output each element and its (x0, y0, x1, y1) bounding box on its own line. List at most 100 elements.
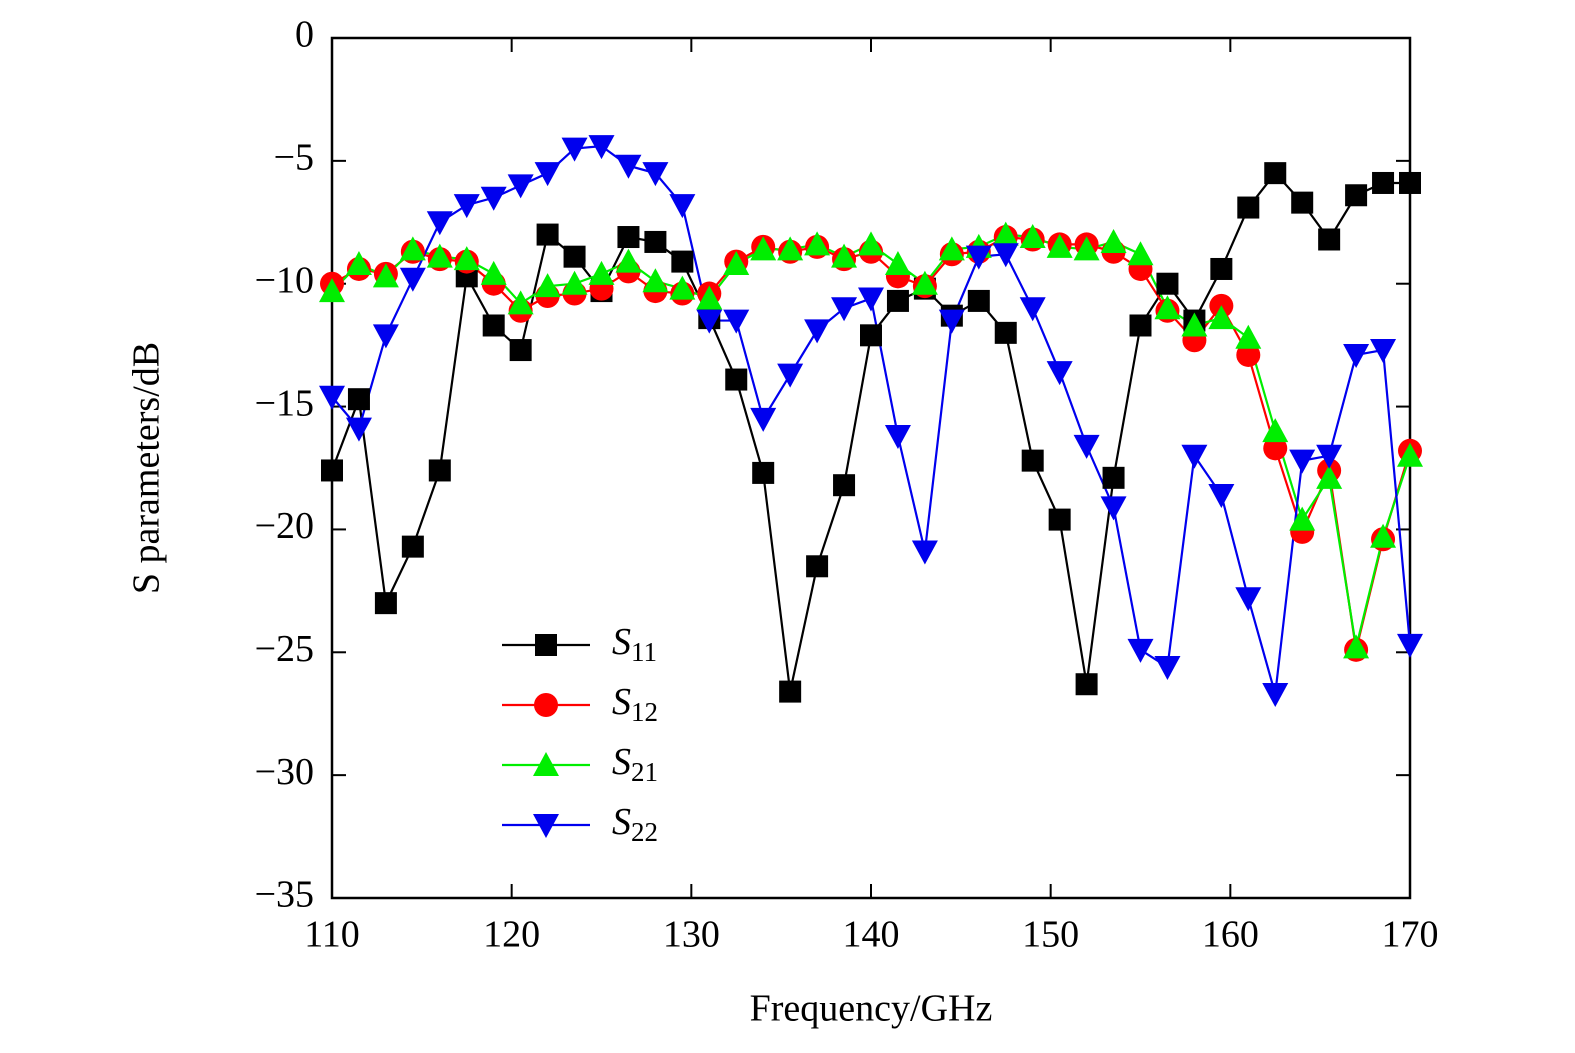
marker (884, 425, 911, 450)
marker (1154, 295, 1181, 320)
marker (347, 388, 370, 411)
marker (1397, 633, 1423, 658)
marker (779, 680, 802, 703)
marker (1318, 228, 1341, 251)
marker (536, 223, 559, 246)
marker (1291, 191, 1314, 214)
plot-frame (330, 36, 1412, 900)
marker (1102, 466, 1125, 489)
marker (426, 211, 453, 236)
marker (669, 275, 696, 300)
marker (967, 289, 990, 312)
marker (617, 226, 640, 249)
marker (1075, 673, 1098, 696)
x-tick-label: 140 (843, 914, 900, 956)
marker (992, 243, 1019, 268)
legend-marker (535, 634, 557, 656)
legend-label: S11 (612, 621, 657, 667)
marker (319, 278, 345, 303)
marker (507, 290, 534, 315)
marker (482, 314, 505, 337)
marker (806, 555, 829, 578)
marker (671, 250, 694, 273)
marker (886, 289, 909, 312)
marker (831, 297, 858, 322)
marker (1262, 418, 1289, 443)
marker (884, 251, 911, 276)
legend-marker (534, 693, 558, 717)
marker (1210, 257, 1233, 280)
x-tick-label: 160 (1202, 914, 1259, 956)
legend-label: S21 (612, 741, 658, 787)
marker (804, 319, 831, 344)
marker (1156, 272, 1179, 295)
marker (696, 285, 723, 310)
marker (1019, 297, 1046, 322)
marker (1208, 484, 1235, 509)
marker (1370, 523, 1397, 548)
x-tick-label: 150 (1022, 914, 1079, 956)
legend-marker (533, 814, 559, 838)
marker (1019, 224, 1046, 249)
marker (480, 186, 507, 211)
marker (1372, 171, 1395, 194)
marker (725, 368, 748, 391)
marker (321, 459, 343, 482)
marker (1129, 314, 1152, 337)
marker (1021, 449, 1044, 472)
marker (938, 309, 965, 334)
y-tick-label: −10 (255, 259, 314, 301)
marker (1046, 233, 1073, 258)
marker (831, 243, 858, 268)
marker (938, 236, 965, 261)
marker (1289, 449, 1316, 474)
y-tick-label: −25 (255, 628, 314, 670)
x-tick-label: 120 (483, 914, 540, 956)
marker (561, 270, 588, 295)
marker (911, 540, 938, 565)
marker (319, 385, 345, 410)
marker (345, 417, 372, 442)
marker (858, 287, 884, 312)
marker (1100, 496, 1127, 521)
x-tick-label: 170 (1382, 914, 1439, 956)
y-tick-label: −5 (274, 137, 314, 179)
y-tick-label: −35 (255, 874, 314, 916)
marker (615, 154, 642, 179)
marker (428, 459, 451, 482)
marker (1263, 436, 1288, 461)
marker (453, 246, 480, 271)
marker (374, 592, 397, 615)
marker (994, 321, 1017, 344)
marker (1100, 228, 1127, 253)
marker (1127, 638, 1154, 663)
marker (1316, 444, 1343, 469)
marker (777, 363, 804, 388)
marker (1237, 196, 1260, 219)
y-tick-label: −20 (255, 505, 314, 547)
marker (1048, 508, 1071, 531)
y-tick-label: −15 (255, 382, 314, 424)
marker (534, 273, 561, 298)
marker (1343, 634, 1370, 659)
marker (1316, 464, 1343, 489)
marker (750, 407, 777, 432)
marker (1154, 656, 1181, 681)
legend-label: S22 (612, 801, 658, 847)
marker (858, 231, 884, 256)
x-tick-label: 110 (304, 914, 360, 956)
marker (696, 309, 723, 334)
marker (804, 231, 831, 256)
series-line (331, 144, 1412, 695)
legend-marker (533, 752, 559, 776)
marker (1236, 342, 1261, 367)
marker (588, 260, 615, 285)
marker (1399, 171, 1421, 194)
marker (1208, 305, 1235, 330)
marker (1127, 241, 1154, 266)
marker (563, 245, 586, 268)
marker (1181, 312, 1208, 337)
marker (615, 248, 642, 273)
marker (1343, 343, 1370, 368)
